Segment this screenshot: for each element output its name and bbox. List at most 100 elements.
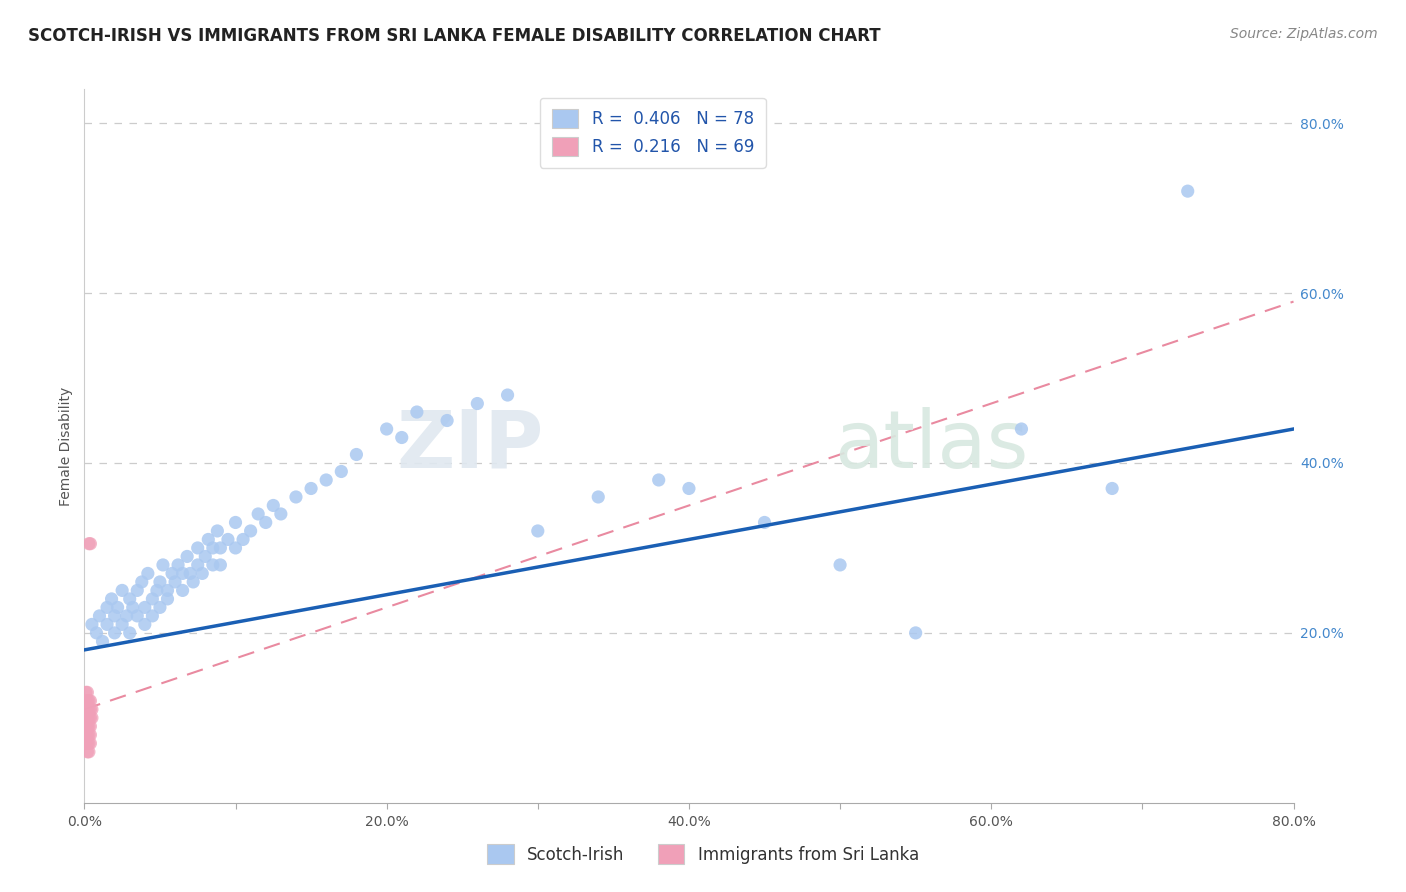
Point	[77, 736, 100, 750]
Point	[754, 516, 776, 530]
Point	[75, 728, 97, 742]
Point	[181, 574, 204, 589]
Legend: R =  0.406   N = 78, R =  0.216   N = 69: R = 0.406 N = 78, R = 0.216 N = 69	[540, 97, 766, 168]
Point	[76, 745, 98, 759]
Point	[80, 711, 103, 725]
Point	[104, 626, 127, 640]
Point	[77, 719, 100, 733]
Point	[115, 608, 138, 623]
Point	[79, 711, 101, 725]
Point	[146, 583, 169, 598]
Point	[156, 583, 179, 598]
Point	[107, 600, 129, 615]
Point	[96, 600, 118, 615]
Point	[111, 617, 134, 632]
Point	[1101, 482, 1123, 496]
Point	[127, 608, 149, 623]
Point	[77, 537, 100, 551]
Point	[172, 583, 194, 598]
Point	[118, 591, 141, 606]
Point	[76, 702, 98, 716]
Y-axis label: Female Disability: Female Disability	[59, 386, 73, 506]
Point	[131, 574, 153, 589]
Point	[152, 558, 174, 572]
Point	[127, 583, 149, 598]
Point	[496, 388, 519, 402]
Point	[75, 719, 97, 733]
Point	[187, 541, 209, 555]
Point	[165, 574, 187, 589]
Point	[96, 617, 118, 632]
Point	[134, 600, 156, 615]
Point	[86, 626, 108, 640]
Point	[80, 617, 103, 632]
Point	[77, 745, 100, 759]
Point	[76, 728, 98, 742]
Point	[79, 694, 101, 708]
Point	[76, 736, 98, 750]
Point	[262, 499, 284, 513]
Point	[467, 396, 489, 410]
Legend: Scotch-Irish, Immigrants from Sri Lanka: Scotch-Irish, Immigrants from Sri Lanka	[481, 838, 925, 871]
Point	[330, 465, 353, 479]
Point	[315, 473, 337, 487]
Point	[118, 626, 141, 640]
Point	[104, 608, 127, 623]
Point	[75, 711, 97, 725]
Point	[176, 549, 198, 564]
Point	[76, 685, 98, 699]
Point	[121, 600, 143, 615]
Point	[79, 719, 101, 733]
Point	[830, 558, 852, 572]
Point	[527, 524, 550, 538]
Point	[79, 736, 101, 750]
Point	[187, 558, 209, 572]
Point	[76, 694, 98, 708]
Point	[134, 617, 156, 632]
Point	[75, 685, 97, 699]
Point	[588, 490, 610, 504]
Point	[100, 591, 122, 606]
Point	[254, 516, 277, 530]
Point	[207, 524, 229, 538]
Point	[75, 736, 97, 750]
Point	[77, 702, 100, 716]
Point	[149, 600, 172, 615]
Point	[678, 482, 700, 496]
Point	[247, 507, 270, 521]
Point	[136, 566, 159, 581]
Point	[1011, 422, 1033, 436]
Point	[225, 516, 247, 530]
Point	[191, 566, 214, 581]
Point	[141, 608, 163, 623]
Point	[76, 711, 98, 725]
Text: atlas: atlas	[834, 407, 1028, 485]
Text: SCOTCH-IRISH VS IMMIGRANTS FROM SRI LANKA FEMALE DISABILITY CORRELATION CHART: SCOTCH-IRISH VS IMMIGRANTS FROM SRI LANK…	[28, 27, 880, 45]
Point	[111, 583, 134, 598]
Point	[201, 541, 224, 555]
Point	[209, 558, 232, 572]
Point	[89, 608, 111, 623]
Point	[436, 413, 458, 427]
Point	[79, 537, 101, 551]
Point	[217, 533, 239, 547]
Point	[77, 694, 100, 708]
Point	[149, 574, 172, 589]
Point	[391, 430, 413, 444]
Point	[79, 702, 101, 716]
Point	[904, 626, 927, 640]
Point	[79, 728, 101, 742]
Text: Source: ZipAtlas.com: Source: ZipAtlas.com	[1230, 27, 1378, 41]
Point	[141, 591, 163, 606]
Point	[160, 566, 183, 581]
Text: ZIP: ZIP	[396, 407, 544, 485]
Point	[156, 591, 179, 606]
Point	[76, 719, 98, 733]
Point	[194, 549, 217, 564]
Point	[75, 702, 97, 716]
Point	[239, 524, 262, 538]
Point	[75, 694, 97, 708]
Point	[201, 558, 224, 572]
Point	[1177, 184, 1199, 198]
Point	[232, 533, 254, 547]
